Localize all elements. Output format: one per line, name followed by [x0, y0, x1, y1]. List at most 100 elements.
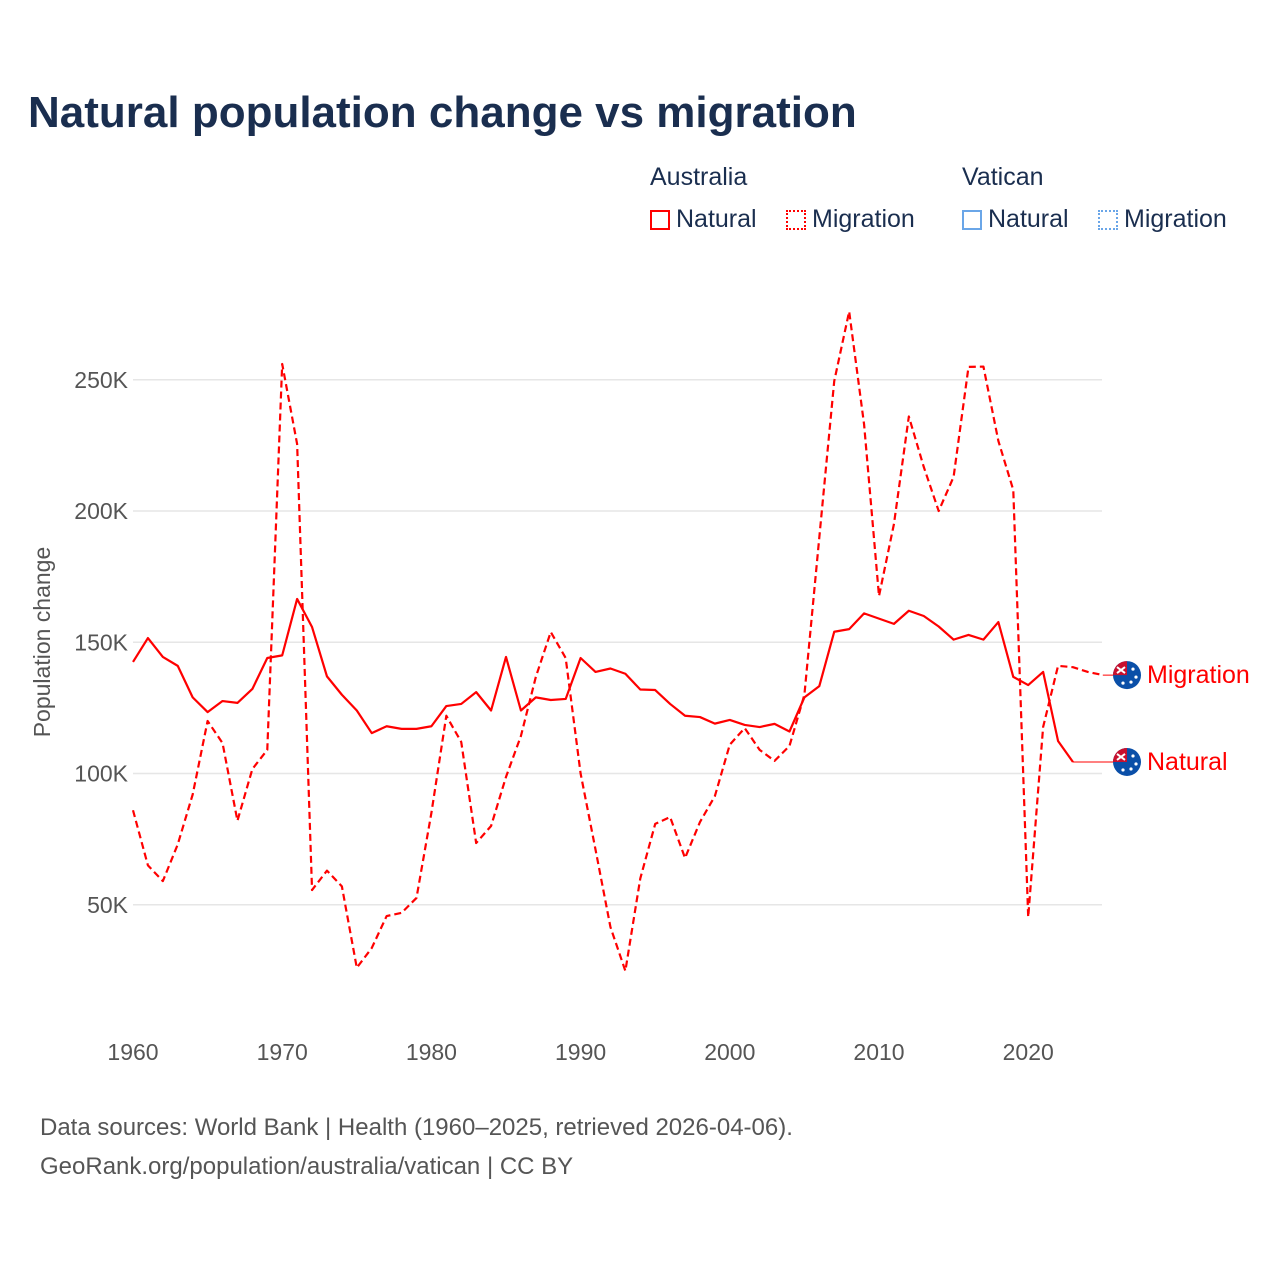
- data-point[interactable]: [220, 698, 226, 704]
- data-point[interactable]: [503, 654, 509, 660]
- data-point[interactable]: [980, 364, 986, 370]
- data-point[interactable]: [816, 534, 822, 540]
- data-point[interactable]: [563, 655, 569, 661]
- data-point[interactable]: [190, 792, 196, 798]
- data-point[interactable]: [533, 674, 539, 680]
- data-point[interactable]: [458, 739, 464, 745]
- data-point[interactable]: [607, 666, 613, 672]
- data-point[interactable]: [369, 945, 375, 951]
- data-point[interactable]: [294, 596, 300, 602]
- data-point[interactable]: [951, 637, 957, 643]
- data-point[interactable]: [309, 624, 315, 630]
- data-point[interactable]: [160, 654, 166, 660]
- data-point[interactable]: [876, 616, 882, 622]
- data-point[interactable]: [294, 441, 300, 447]
- data-point[interactable]: [384, 723, 390, 729]
- data-point[interactable]: [324, 868, 330, 874]
- data-point[interactable]: [757, 724, 763, 730]
- data-point[interactable]: [175, 841, 181, 847]
- data-point[interactable]: [428, 810, 434, 816]
- data-point[interactable]: [622, 671, 628, 677]
- data-point[interactable]: [249, 686, 255, 692]
- data-point[interactable]: [712, 721, 718, 727]
- data-point[interactable]: [951, 474, 957, 480]
- data-point[interactable]: [518, 733, 524, 739]
- data-point[interactable]: [264, 655, 270, 661]
- data-point[interactable]: [921, 464, 927, 470]
- data-point[interactable]: [443, 713, 449, 719]
- data-point[interactable]: [921, 613, 927, 619]
- data-point[interactable]: [966, 364, 972, 370]
- data-point[interactable]: [667, 701, 673, 707]
- data-point[interactable]: [786, 743, 792, 749]
- data-point[interactable]: [936, 624, 942, 630]
- data-point[interactable]: [145, 862, 151, 868]
- data-point[interactable]: [772, 758, 778, 764]
- data-point[interactable]: [190, 694, 196, 700]
- data-point[interactable]: [607, 924, 613, 930]
- data-point[interactable]: [473, 689, 479, 695]
- data-point[interactable]: [130, 807, 136, 813]
- data-point[interactable]: [727, 717, 733, 723]
- data-point[interactable]: [801, 692, 807, 698]
- data-point[interactable]: [995, 438, 1001, 444]
- data-point[interactable]: [279, 652, 285, 658]
- data-point[interactable]: [578, 655, 584, 661]
- data-point[interactable]: [861, 610, 867, 616]
- source-line-2[interactable]: GeoRank.org/population/australia/vatican…: [40, 1153, 574, 1180]
- data-point[interactable]: [160, 878, 166, 884]
- data-point[interactable]: [712, 793, 718, 799]
- data-point[interactable]: [1025, 914, 1031, 920]
- data-point[interactable]: [637, 876, 643, 882]
- data-point[interactable]: [966, 632, 972, 638]
- data-point[interactable]: [786, 729, 792, 735]
- data-point[interactable]: [1055, 738, 1061, 744]
- data-point[interactable]: [234, 818, 240, 824]
- legend-vatican-migration[interactable]: Migration: [1098, 205, 1227, 234]
- data-point[interactable]: [697, 819, 703, 825]
- data-point[interactable]: [1010, 487, 1016, 493]
- data-point[interactable]: [384, 913, 390, 919]
- data-point[interactable]: [428, 723, 434, 729]
- data-point[interactable]: [369, 730, 375, 736]
- data-point[interactable]: [533, 694, 539, 700]
- data-point[interactable]: [443, 703, 449, 709]
- data-point[interactable]: [622, 968, 628, 974]
- data-point[interactable]: [413, 726, 419, 732]
- data-point[interactable]: [667, 814, 673, 820]
- data-point[interactable]: [399, 726, 405, 732]
- data-point[interactable]: [563, 696, 569, 702]
- data-point[interactable]: [846, 309, 852, 315]
- data-point[interactable]: [578, 771, 584, 777]
- data-point[interactable]: [220, 740, 226, 746]
- data-point[interactable]: [652, 821, 658, 827]
- data-point[interactable]: [593, 847, 599, 853]
- data-point[interactable]: [936, 508, 942, 514]
- data-point[interactable]: [249, 766, 255, 772]
- series-line-migration[interactable]: [131, 310, 1104, 973]
- data-point[interactable]: [205, 718, 211, 724]
- data-point[interactable]: [906, 608, 912, 614]
- data-point[interactable]: [1040, 669, 1046, 675]
- data-point[interactable]: [637, 687, 643, 693]
- data-point[interactable]: [682, 713, 688, 719]
- data-point[interactable]: [548, 629, 554, 635]
- data-point[interactable]: [413, 895, 419, 901]
- data-point[interactable]: [995, 619, 1001, 625]
- data-point[interactable]: [145, 635, 151, 641]
- data-point[interactable]: [846, 626, 852, 632]
- data-point[interactable]: [593, 669, 599, 675]
- data-point[interactable]: [488, 823, 494, 829]
- data-point[interactable]: [906, 414, 912, 420]
- data-point[interactable]: [518, 708, 524, 714]
- data-point[interactable]: [354, 708, 360, 714]
- data-point[interactable]: [279, 361, 285, 367]
- data-point[interactable]: [1085, 669, 1091, 675]
- series-line-natural[interactable]: [132, 597, 1074, 763]
- data-point[interactable]: [324, 673, 330, 679]
- data-point[interactable]: [339, 883, 345, 889]
- data-point[interactable]: [205, 709, 211, 715]
- data-point[interactable]: [1025, 682, 1031, 688]
- legend-vatican-natural[interactable]: Natural: [962, 205, 1069, 234]
- data-point[interactable]: [354, 965, 360, 971]
